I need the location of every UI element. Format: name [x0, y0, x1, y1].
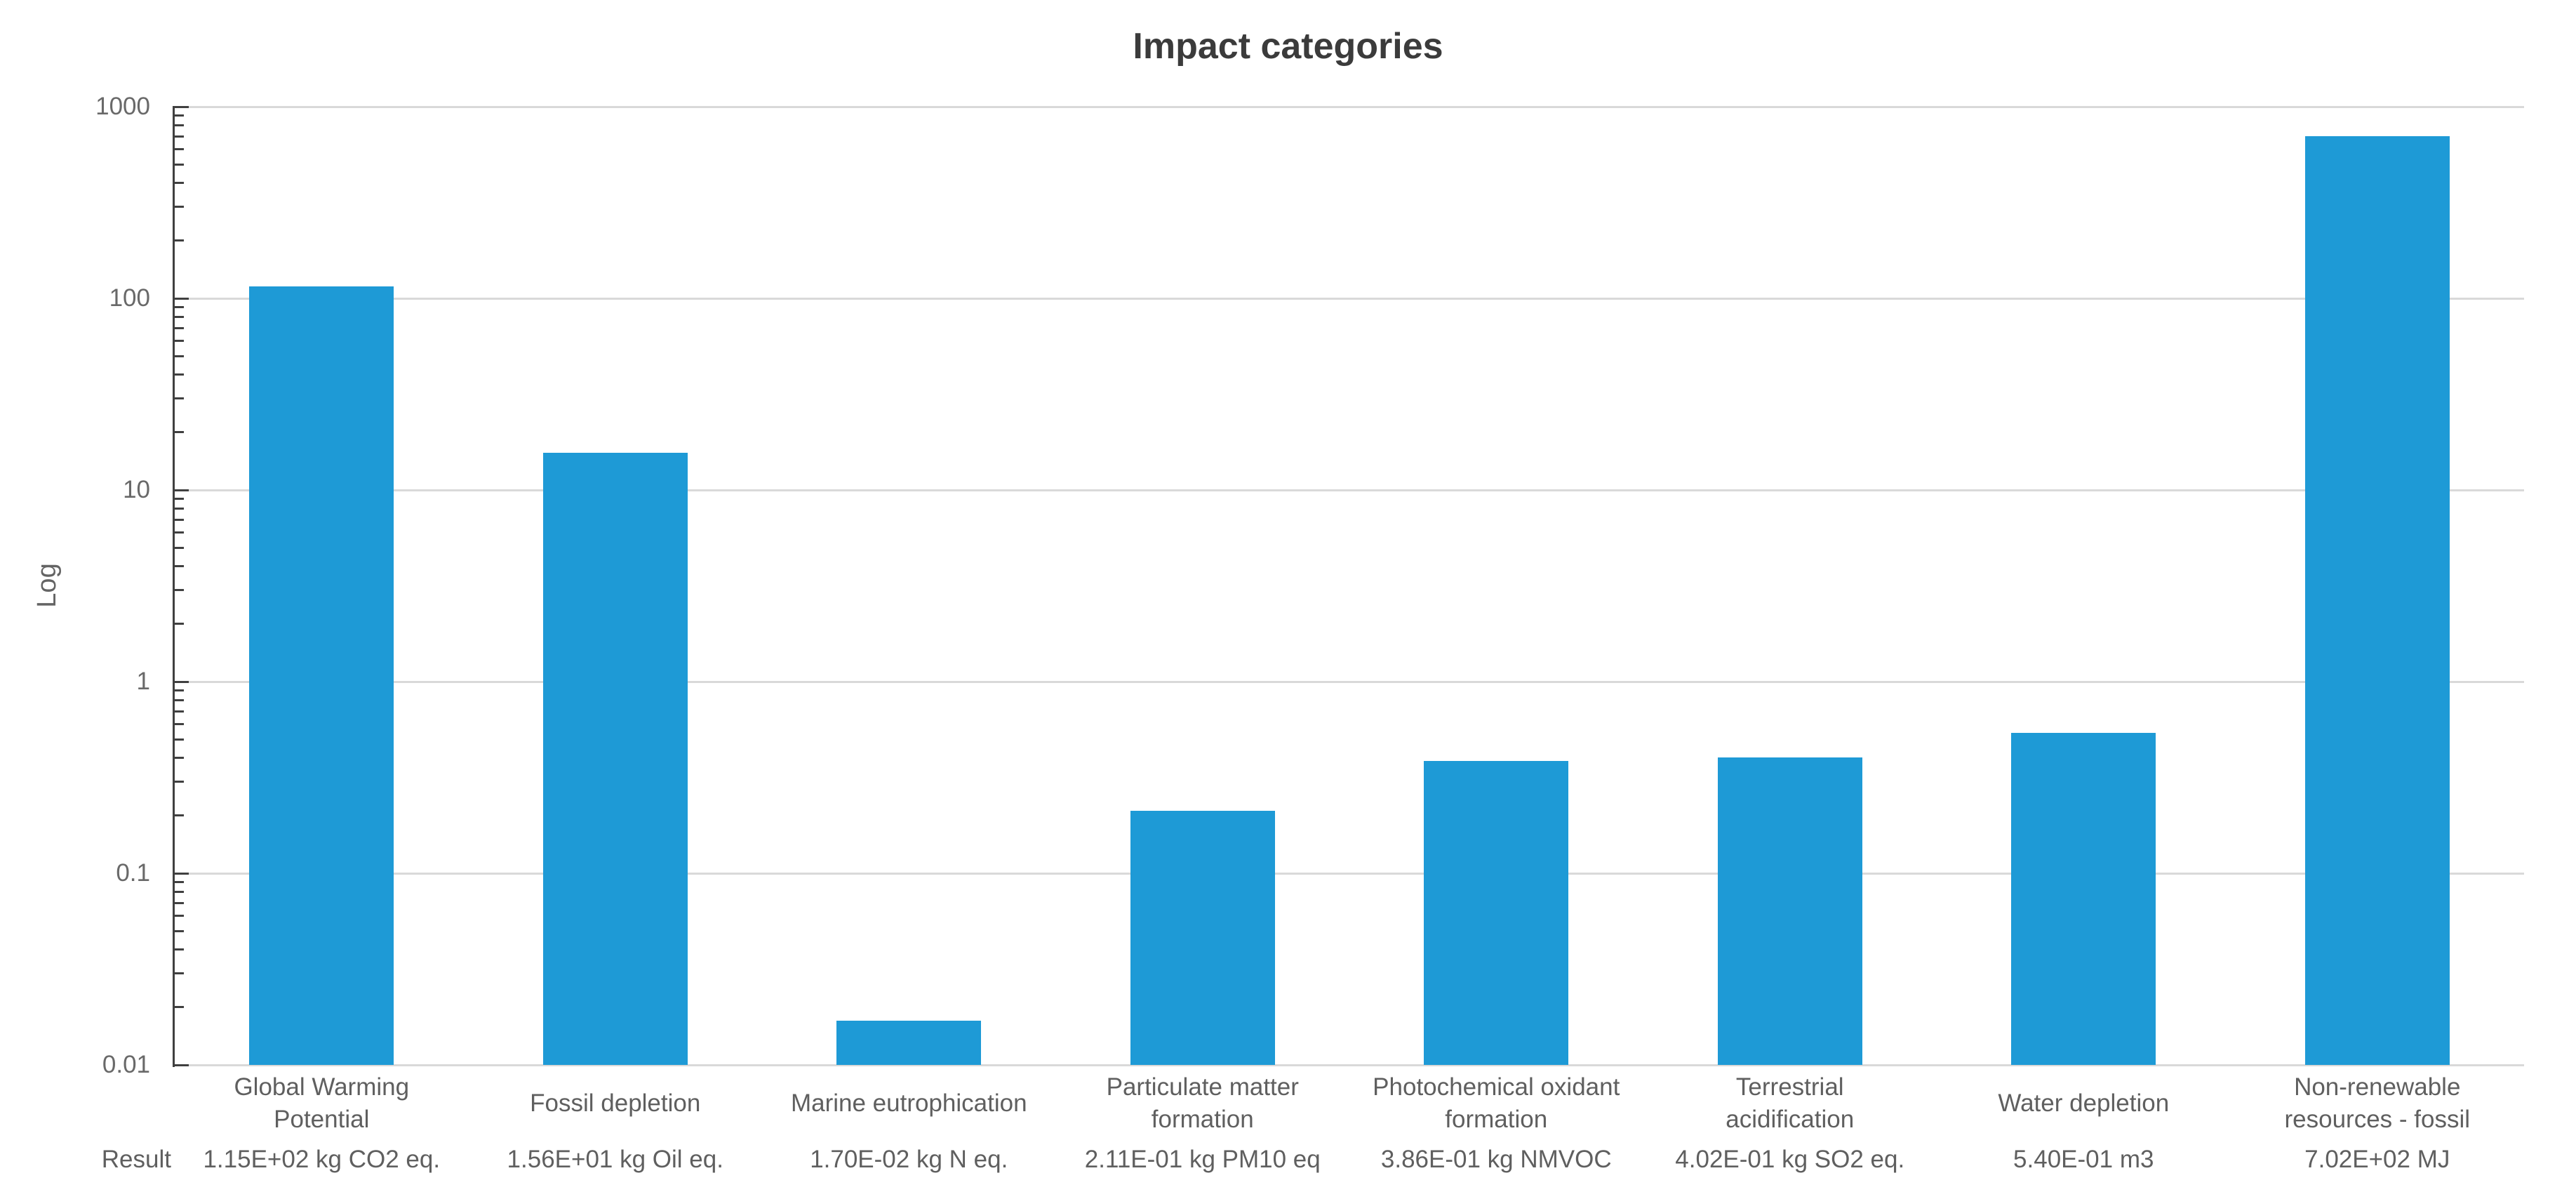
y-minor-tick [173, 114, 184, 117]
y-tick-label: 1 [136, 668, 150, 695]
y-tick-label: 100 [109, 284, 150, 312]
result-value: 1.56E+01 kg Oil eq. [507, 1146, 723, 1173]
y-minor-tick [173, 1006, 184, 1009]
y-minor-tick [173, 305, 184, 308]
y-tick-label: 10 [123, 476, 150, 503]
y-major-tick [173, 680, 189, 683]
y-major-tick [173, 872, 189, 875]
y-minor-tick [173, 901, 184, 904]
y-minor-tick [173, 565, 184, 568]
category-label: Non-renewable resources - fossil [2284, 1073, 2471, 1133]
y-minor-tick [173, 880, 184, 883]
bar [1424, 760, 1569, 1065]
y-minor-tick [173, 239, 184, 242]
bar [249, 286, 394, 1065]
decade-gridline [175, 297, 2524, 300]
result-value: 2.11E-01 kg PM10 eq [1084, 1146, 1321, 1173]
result-value: 1.70E-02 kg N eq. [810, 1146, 1008, 1173]
y-minor-tick [173, 163, 184, 166]
category-label: Water depletion [1998, 1089, 2170, 1117]
category-label: Particulate matter formation [1106, 1073, 1299, 1133]
category-label: Terrestrial acidification [1726, 1073, 1855, 1133]
y-minor-tick [173, 546, 184, 549]
bar [2304, 135, 2450, 1065]
y-axis-line [173, 107, 175, 1067]
y-tick-label: 0.01 [102, 1051, 150, 1078]
y-minor-tick [173, 182, 184, 185]
bar [2011, 733, 2156, 1065]
y-minor-tick [173, 355, 184, 357]
decade-gridline [175, 105, 2524, 108]
y-minor-tick [173, 531, 184, 534]
y-minor-tick [173, 915, 184, 918]
decade-gridline [175, 680, 2524, 683]
y-axis-title: Log [32, 563, 62, 608]
decade-gridline [175, 1064, 2524, 1066]
y-minor-tick [173, 373, 184, 376]
y-minor-tick [173, 135, 184, 138]
y-minor-tick [173, 589, 184, 592]
bar [542, 453, 688, 1065]
result-value: 7.02E+02 MJ [2304, 1146, 2450, 1173]
category-label: Photochemical oxidant formation [1373, 1073, 1620, 1133]
category-labels-row: Global Warming Potential Fossil depletion… [175, 1070, 2524, 1137]
y-minor-tick [173, 738, 184, 741]
y-minor-tick [173, 698, 184, 701]
result-values-row: 1.15E+02 kg CO2 eq. 1.56E+01 kg Oil eq. 1.… [175, 1144, 2524, 1176]
result-value: 5.40E-01 m3 [2013, 1146, 2154, 1173]
y-minor-tick [173, 124, 184, 126]
bar [1717, 757, 1862, 1065]
result-value: 4.02E-01 kg SO2 eq. [1675, 1146, 1905, 1173]
plot-area [173, 105, 2524, 1066]
bar [836, 1021, 982, 1065]
y-minor-tick [173, 623, 184, 625]
y-minor-tick [173, 431, 184, 434]
y-tick-label: 0.1 [116, 859, 150, 887]
y-major-tick [173, 1064, 189, 1066]
y-minor-tick [173, 781, 184, 783]
chart-title: Impact categories [1133, 26, 1443, 67]
y-minor-tick [173, 206, 184, 208]
y-minor-tick [173, 340, 184, 343]
y-minor-tick [173, 948, 184, 951]
y-minor-tick [173, 497, 184, 500]
y-minor-tick [173, 814, 184, 817]
y-minor-tick [173, 397, 184, 400]
y-minor-tick [173, 507, 184, 510]
category-label: Global Warming Potential [234, 1073, 410, 1133]
y-minor-tick [173, 929, 184, 932]
result-value: 1.15E+02 kg CO2 eq. [203, 1146, 441, 1173]
category-label: Fossil depletion [530, 1089, 701, 1117]
y-minor-tick [173, 710, 184, 713]
y-minor-tick [173, 972, 184, 975]
y-minor-tick [173, 890, 184, 893]
y-major-tick [173, 105, 189, 108]
y-minor-tick [173, 518, 184, 521]
decade-gridline [175, 872, 2524, 875]
y-minor-tick [173, 689, 184, 691]
decade-gridline [175, 489, 2524, 491]
y-minor-tick [173, 315, 184, 318]
result-value: 3.86E-01 kg NMVOC [1380, 1146, 1612, 1173]
y-major-tick [173, 297, 189, 300]
y-minor-tick [173, 757, 184, 760]
bar [1130, 811, 1275, 1065]
y-minor-tick [173, 148, 184, 151]
y-major-tick [173, 489, 189, 491]
y-minor-tick [173, 723, 184, 726]
y-tick-label: 1000 [95, 93, 150, 120]
category-label: Marine eutrophication [790, 1089, 1027, 1117]
result-row-label: Result [101, 1146, 171, 1173]
y-minor-tick [173, 326, 184, 329]
